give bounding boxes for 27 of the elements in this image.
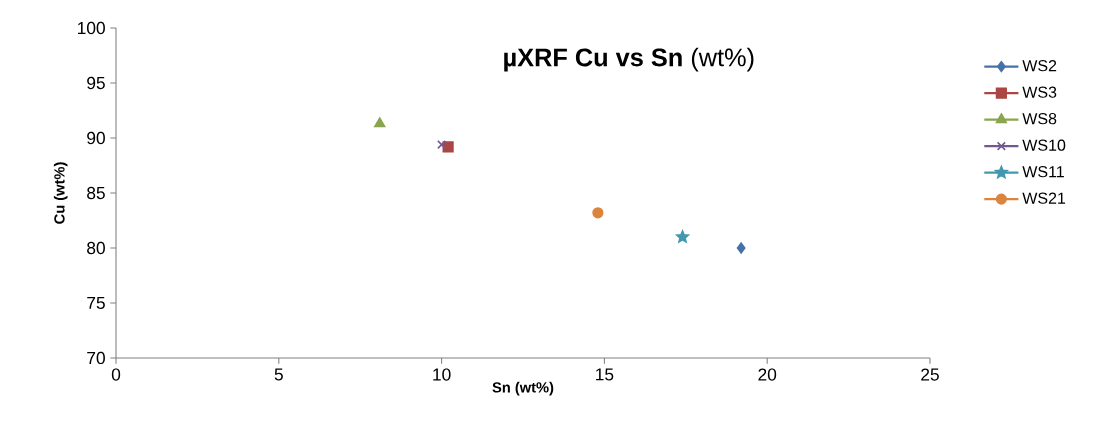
legend-label: WS11 bbox=[1022, 166, 1064, 178]
y-tick-label: 70 bbox=[87, 351, 105, 365]
point bbox=[437, 140, 447, 150]
legend-label: WS21 bbox=[1022, 192, 1066, 204]
x-tick-label: 0 bbox=[111, 368, 121, 381]
x-tick-label: 5 bbox=[274, 368, 283, 381]
legend-label: WS8 bbox=[1022, 113, 1057, 125]
x-axis-title: Sn (wt%) bbox=[492, 381, 554, 396]
x-tick-label: 25 bbox=[921, 368, 939, 381]
point bbox=[592, 207, 604, 219]
point bbox=[374, 117, 386, 128]
y-axis-title: Cu (wt%) bbox=[53, 162, 68, 224]
x-tick-label: 20 bbox=[758, 368, 777, 381]
x-tick-label: 15 bbox=[596, 368, 614, 381]
y-tick-label: 95 bbox=[87, 76, 105, 90]
y-tick-label: 75 bbox=[87, 296, 105, 310]
y-tick-label: 100 bbox=[78, 21, 105, 35]
y-tick-label: 85 bbox=[87, 186, 105, 200]
legend-label: WS2 bbox=[1022, 60, 1057, 72]
text: µXRF Cu vs Sn (wt%) bbox=[504, 47, 754, 72]
point bbox=[736, 242, 746, 254]
x-tick-label: 10 bbox=[433, 368, 451, 381]
y-tick-label: 90 bbox=[87, 131, 105, 145]
y-tick-label: 80 bbox=[87, 241, 105, 255]
point bbox=[676, 230, 690, 243]
legend-label: WS10 bbox=[1022, 139, 1066, 151]
legend-label: WS3 bbox=[1022, 86, 1057, 98]
